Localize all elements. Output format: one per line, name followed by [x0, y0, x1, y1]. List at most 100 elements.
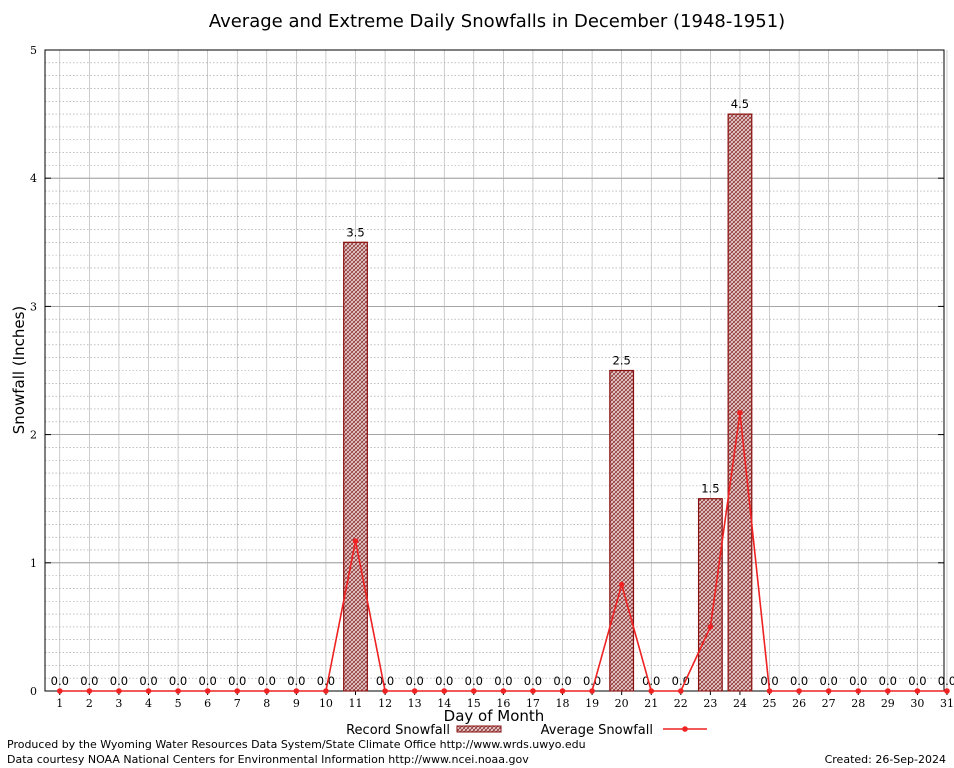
x-tick-label: 21 — [644, 697, 658, 710]
bar-value-label: 0.0 — [642, 674, 660, 688]
x-tick-label: 5 — [175, 697, 182, 710]
average-point — [678, 688, 684, 694]
average-point — [500, 688, 507, 694]
x-tick-label: 12 — [378, 697, 392, 710]
average-point — [737, 410, 743, 416]
bar-value-label: 1.5 — [701, 482, 719, 496]
average-point — [589, 688, 595, 694]
x-axis-label: Day of Month — [444, 707, 545, 725]
bar-value-label: 0.0 — [51, 674, 69, 688]
x-tick-label: 7 — [234, 697, 241, 710]
bar-value-label: 0.0 — [139, 674, 157, 688]
x-tick-label: 22 — [674, 697, 688, 710]
bar-value-label: 0.0 — [760, 674, 778, 688]
bar-value-label: 0.0 — [228, 674, 246, 688]
record-bar — [609, 369, 635, 692]
bar-value-label: 0.0 — [258, 674, 276, 688]
y-axis-label: Snowfall (Inches) — [10, 306, 28, 434]
average-point — [470, 688, 477, 694]
bar-value-label: 0.0 — [849, 674, 867, 688]
y-tick-label: 1 — [30, 557, 37, 570]
x-tick-label: 6 — [204, 697, 211, 710]
x-tick-label: 16 — [496, 697, 510, 710]
average-point — [914, 688, 921, 694]
bar-value-label: 0.0 — [908, 674, 926, 688]
x-tick-label: 19 — [585, 697, 599, 710]
x-tick-label: 20 — [615, 697, 629, 710]
y-tick-label: 4 — [30, 172, 37, 185]
bar-value-label: 0.0 — [198, 674, 216, 688]
x-tick-label: 23 — [703, 697, 717, 710]
legend-record-swatch — [456, 725, 502, 733]
y-tick-label: 2 — [30, 429, 37, 442]
average-point — [175, 688, 181, 694]
x-tick-label: 29 — [881, 697, 895, 710]
average-point — [796, 688, 802, 694]
x-tick-label: 13 — [408, 697, 422, 710]
bar-value-label: 0.0 — [553, 674, 571, 688]
record-bar — [697, 498, 723, 692]
record-bar — [727, 113, 753, 692]
x-tick-label: 8 — [263, 697, 270, 710]
bar-value-label: 0.0 — [494, 674, 512, 688]
y-tick-label: 3 — [30, 300, 37, 313]
bar-value-label: 4.5 — [731, 97, 749, 111]
bar-value-label: 0.0 — [465, 674, 483, 688]
x-tick-label: 9 — [293, 697, 300, 710]
bar-value-label: 0.0 — [110, 674, 128, 688]
bar-value-label: 0.0 — [790, 674, 808, 688]
x-tick-label: 27 — [822, 697, 836, 710]
x-tick-label: 17 — [526, 697, 540, 710]
bar-value-label: 0.0 — [672, 674, 690, 688]
bar-value-label: 0.0 — [435, 674, 453, 688]
legend: Record Snowfall Average Snowfall — [346, 723, 707, 738]
x-tick-label: 3 — [115, 697, 122, 710]
x-axis-ticks: 1 2 3 4 5 6 7 8 9 10 11 12 13 14 15 16 17 18 19 20 21 22 23 24 2… — [56, 691, 954, 710]
average-point — [382, 688, 388, 694]
average-point — [145, 688, 152, 694]
bar-value-label: 0.0 — [406, 674, 424, 688]
average-point — [618, 581, 625, 588]
x-tick-label: 2 — [86, 697, 93, 710]
average-point — [825, 688, 832, 694]
y-tick-label: 5 — [30, 44, 37, 57]
x-tick-label: 15 — [467, 697, 481, 710]
average-point — [885, 688, 891, 694]
average-point — [441, 688, 448, 694]
bar-value-label: 0.0 — [524, 674, 542, 688]
average-point — [559, 688, 566, 694]
record-bar — [343, 241, 368, 692]
chart-title: Average and Extreme Daily Snowfalls in D… — [209, 11, 785, 32]
x-tick-label: 14 — [437, 697, 451, 710]
footer-produced-by: Produced by the Wyoming Water Resources … — [7, 738, 586, 751]
x-tick-label: 4 — [145, 697, 152, 710]
bar-value-label: 0.0 — [820, 674, 838, 688]
x-tick-label: 10 — [319, 697, 333, 710]
legend-average-marker — [682, 726, 688, 732]
legend-average-label: Average Snowfall — [541, 723, 653, 738]
average-point — [323, 688, 329, 694]
x-tick-label: 24 — [733, 697, 747, 710]
x-tick-label: 30 — [910, 697, 924, 710]
bar-value-label: 0.0 — [879, 674, 897, 688]
bar-value-label: 0.0 — [938, 674, 954, 688]
average-point — [293, 688, 300, 694]
bar-value-label: 0.0 — [287, 674, 305, 688]
bar-value-label: 2.5 — [613, 354, 631, 368]
bar-value-label: 0.0 — [317, 674, 335, 688]
average-point — [86, 688, 93, 694]
grid-lines — [45, 50, 948, 691]
x-tick-label: 11 — [349, 697, 363, 710]
average-point — [648, 688, 655, 694]
y-axis-ticks: 0 1 2 3 4 5 — [30, 44, 944, 698]
x-tick-label: 18 — [556, 697, 570, 710]
average-point — [944, 688, 950, 694]
x-tick-label: 28 — [851, 697, 865, 710]
x-tick-label: 31 — [940, 697, 954, 710]
record-snowfall-bars — [343, 113, 753, 692]
average-point — [855, 688, 862, 694]
footer-created-date: Created: 26-Sep-2024 — [825, 753, 946, 766]
average-point — [263, 688, 270, 694]
legend-record-label: Record Snowfall — [346, 723, 450, 738]
